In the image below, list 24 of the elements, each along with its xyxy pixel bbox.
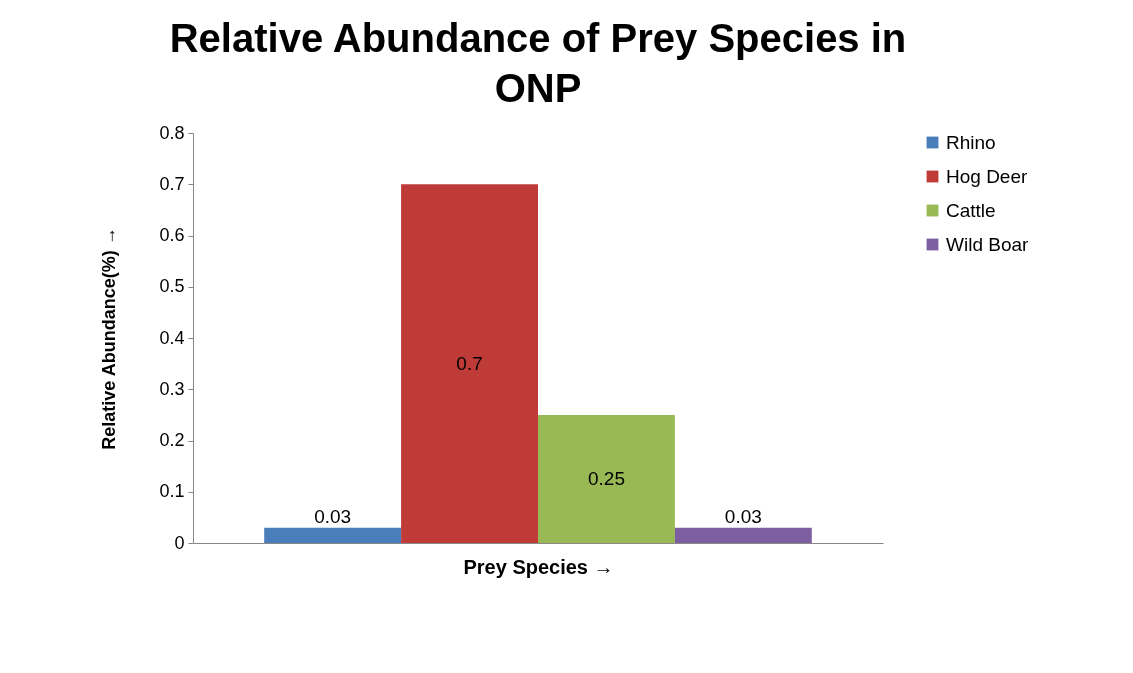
data-label: 0.7 bbox=[456, 352, 483, 374]
legend-label: Hog Deer bbox=[946, 165, 1028, 187]
legend-label: Rhino bbox=[946, 131, 996, 153]
y-tick-label: 0.2 bbox=[159, 430, 185, 450]
y-tick-label: 0.4 bbox=[159, 327, 185, 348]
data-label: 0.03 bbox=[724, 505, 762, 527]
bar bbox=[401, 184, 538, 543]
data-label: 0.25 bbox=[587, 467, 625, 489]
legend-label: Cattle bbox=[946, 199, 996, 221]
legend-label: Wild Boar bbox=[946, 233, 1030, 255]
x-axis-title: Prey Species → bbox=[463, 555, 614, 578]
y-tick-label: 0 bbox=[174, 532, 185, 553]
bar bbox=[538, 414, 675, 543]
y-tick-label: 0.3 bbox=[159, 378, 185, 399]
y-tick-label: 0.8 bbox=[159, 122, 185, 143]
y-tick-label: 0.6 bbox=[159, 225, 185, 245]
chart-title: Relative Abundance of Prey Species in ONP bbox=[169, 16, 907, 110]
bar bbox=[264, 527, 402, 543]
y-tick-label: 0.7 bbox=[159, 173, 185, 194]
data-label: 0.03 bbox=[314, 505, 352, 527]
bar bbox=[674, 527, 812, 543]
y-axis-title: Relative Abundance(%) → bbox=[99, 227, 120, 450]
y-tick-label: 0.5 bbox=[159, 276, 185, 297]
y-tick-label: 0.1 bbox=[159, 481, 185, 502]
